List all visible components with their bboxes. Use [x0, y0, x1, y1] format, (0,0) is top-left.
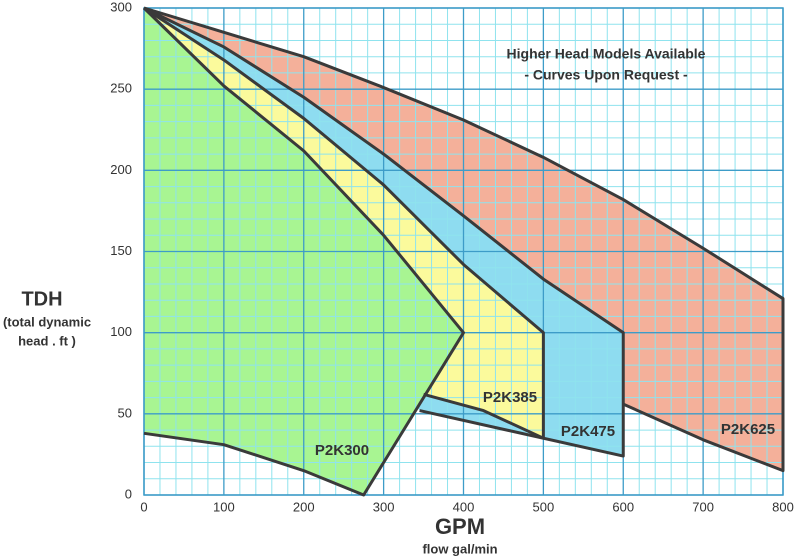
- x-tick-label: 0: [140, 499, 147, 514]
- area-outline: [143, 6, 785, 473]
- y-label-sub: head . ft ): [18, 333, 76, 348]
- x-tick-label: 700: [692, 499, 714, 514]
- series-label: P2K625: [721, 421, 775, 438]
- x-label: GPM: [435, 514, 485, 539]
- x-tick-label: 200: [293, 499, 315, 514]
- grid: [143, 7, 784, 496]
- x-tick-label: 500: [533, 499, 555, 514]
- area-outline: [143, 6, 545, 440]
- y-tick-label: 100: [110, 324, 132, 339]
- y-tick-label: 300: [110, 0, 132, 14]
- x-tick-label: 300: [373, 499, 395, 514]
- y-tick-label: 200: [110, 162, 132, 177]
- series-label: P2K475: [561, 423, 615, 440]
- y-tick-label: 50: [118, 405, 132, 420]
- series-label: P2K385: [483, 389, 537, 406]
- x-tick-label: 400: [453, 499, 475, 514]
- series-label: P2K300: [315, 442, 369, 459]
- y-tick-label: 250: [110, 81, 132, 96]
- labels: 0 100 200 300 400 500 600 700 800 0 50 100 150 200 250…: [110, 0, 794, 514]
- annotation: Higher Head Models Available: [507, 46, 706, 62]
- area-outline: [143, 6, 625, 458]
- y-label: TDH: [21, 288, 62, 310]
- x-tick-label: 600: [612, 499, 634, 514]
- x-label-sub: flow gal/min: [422, 541, 497, 556]
- outlines: [142, 6, 785, 497]
- y-tick-label: 150: [110, 243, 132, 258]
- annotation: - Curves Upon Request -: [524, 67, 688, 83]
- area-outline: [142, 6, 465, 497]
- y-label-sub: (total dynamic: [3, 314, 91, 329]
- y-tick-label: 0: [125, 486, 132, 501]
- plot-frame: [143, 7, 784, 496]
- x-tick-label: 100: [213, 499, 235, 514]
- x-tick-label: 800: [772, 499, 794, 514]
